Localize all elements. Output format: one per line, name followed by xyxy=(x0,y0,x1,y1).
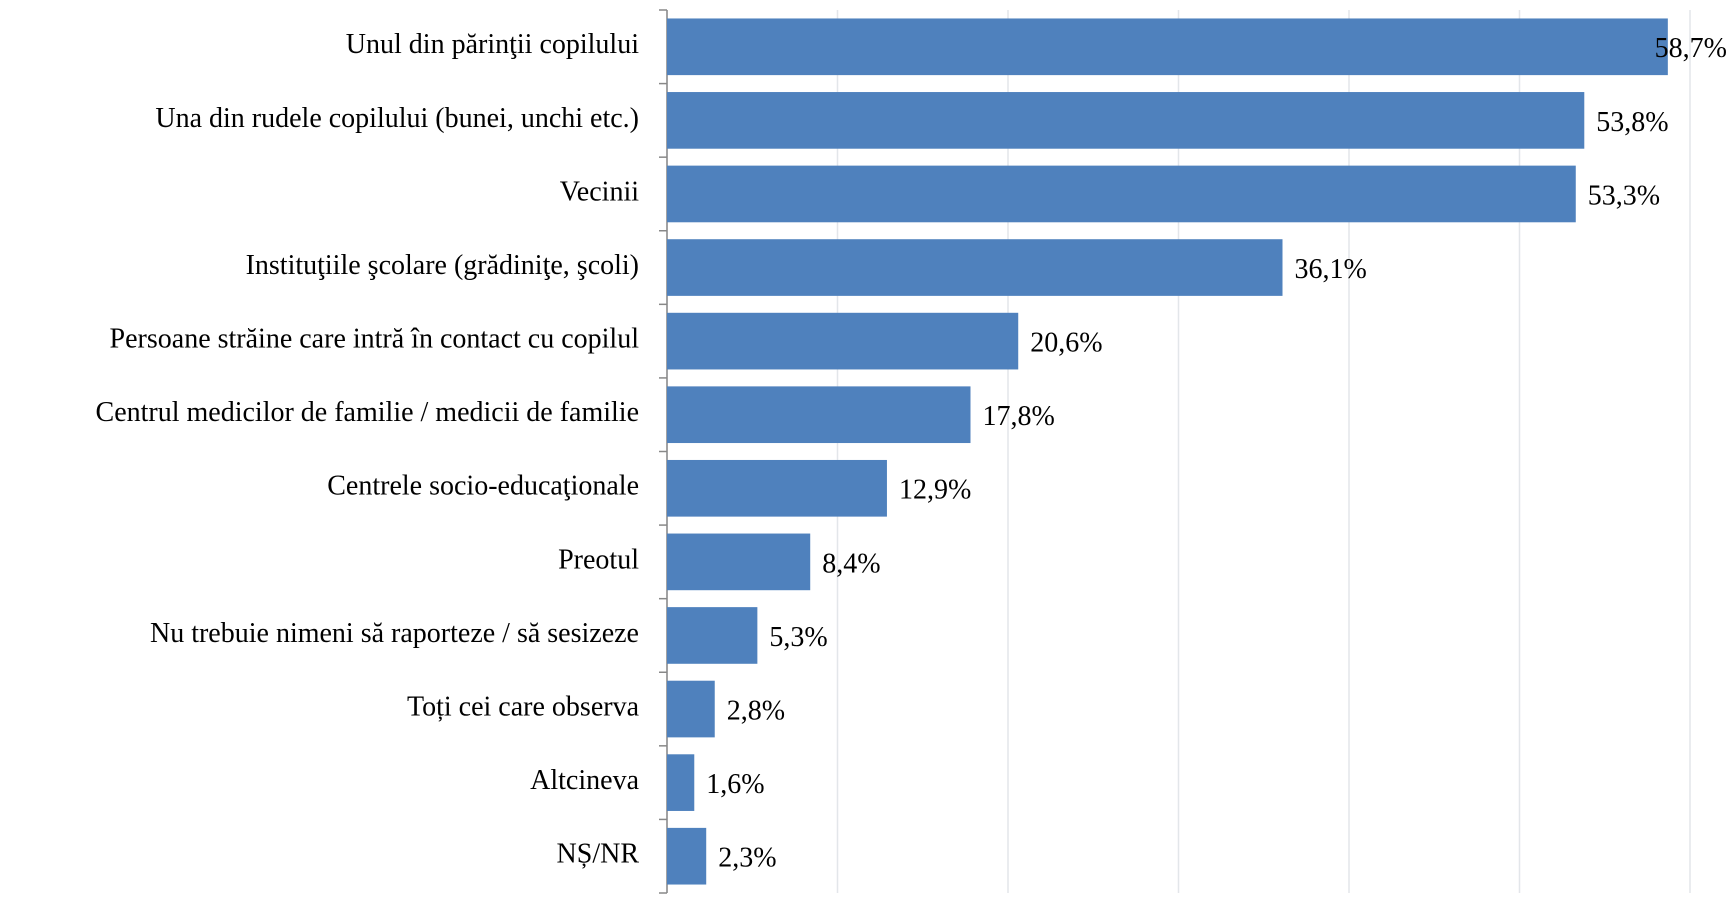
category-label: Unul din părinţii copilului xyxy=(346,29,639,60)
value-label: 53,8% xyxy=(1596,107,1668,138)
bar xyxy=(667,165,1576,223)
value-label: 53,3% xyxy=(1588,180,1660,211)
bar xyxy=(667,386,971,444)
value-label: 20,6% xyxy=(1030,328,1102,359)
value-label: 5,3% xyxy=(769,622,827,653)
bar xyxy=(667,827,707,885)
bar xyxy=(667,239,1283,296)
value-label: 58,7% xyxy=(1655,33,1727,64)
value-label: 2,3% xyxy=(718,843,776,874)
bar xyxy=(667,680,715,738)
bar xyxy=(667,312,1019,370)
category-label: Instituţiile şcolare (grădiniţe, şcoli) xyxy=(246,250,639,281)
value-label: 1,6% xyxy=(706,769,764,800)
category-label: Toți cei care observa xyxy=(407,691,640,722)
bar xyxy=(667,92,1585,149)
category-label: Centrele socio-educaţionale xyxy=(327,471,639,502)
bar xyxy=(667,607,758,664)
bar xyxy=(667,459,887,517)
category-label: Una din rudele copilului (bunei, unchi e… xyxy=(155,103,639,134)
value-label: 17,8% xyxy=(982,401,1054,432)
bar xyxy=(667,533,811,591)
value-label: 36,1% xyxy=(1295,254,1367,285)
value-label: 8,4% xyxy=(822,548,880,579)
category-label: Centrul medicilor de familie / medicii d… xyxy=(96,397,639,428)
category-label: Altcineva xyxy=(530,765,639,796)
category-label: Nu trebuie nimeni să raporteze / să sesi… xyxy=(150,618,639,649)
value-label: 12,9% xyxy=(899,475,971,506)
value-label: 2,8% xyxy=(727,695,785,726)
bar xyxy=(667,18,1668,76)
bar xyxy=(667,754,695,811)
category-label: NȘ/NR xyxy=(557,839,640,870)
category-label: Vecinii xyxy=(560,176,640,207)
category-label: Persoane străine care intră în contact c… xyxy=(110,324,640,355)
category-label: Preotul xyxy=(558,544,639,575)
